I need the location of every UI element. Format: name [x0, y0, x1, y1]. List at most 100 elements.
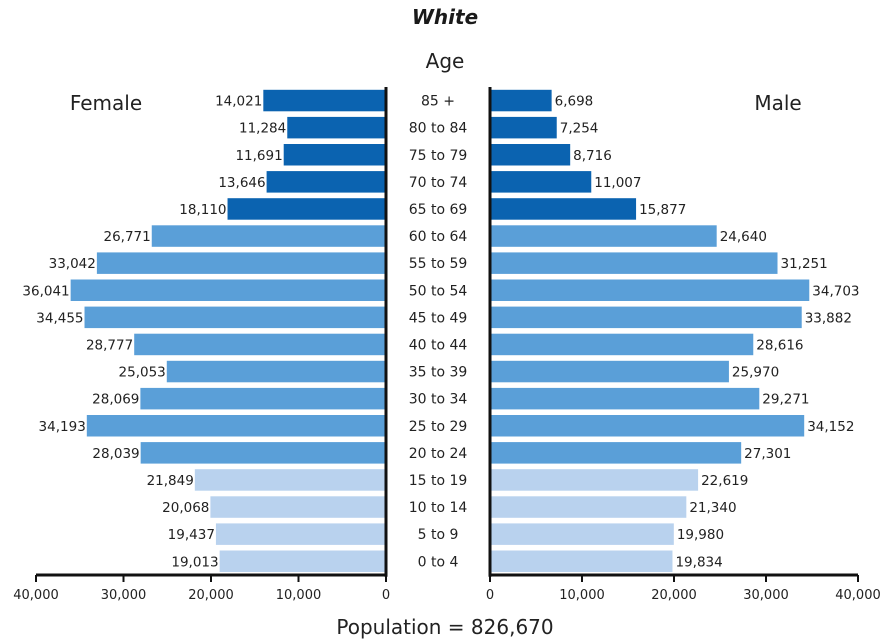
value-label-female-6: 33,042	[49, 256, 96, 272]
bar-female-15	[210, 496, 386, 518]
bar-female-5	[151, 225, 386, 247]
bar-female-17	[219, 550, 386, 572]
bar-female-14	[194, 469, 386, 491]
value-label-female-10: 25,053	[119, 365, 166, 381]
value-label-male-12: 34,152	[807, 419, 854, 435]
female-tick-label-2: 20,000	[188, 588, 234, 603]
age-label-5: 60 to 64	[409, 229, 468, 245]
value-label-female-14: 21,849	[147, 473, 194, 489]
male-tick-label-3: 30,000	[743, 588, 789, 603]
bar-female-12	[86, 415, 386, 437]
value-label-male-3: 11,007	[594, 175, 641, 191]
value-label-female-13: 28,039	[92, 446, 139, 462]
bar-male-17	[490, 550, 673, 572]
value-label-male-15: 21,340	[689, 500, 736, 516]
value-label-female-1: 11,284	[239, 121, 286, 137]
value-label-male-14: 22,619	[701, 473, 748, 489]
value-label-male-13: 27,301	[744, 446, 791, 462]
age-label-12: 25 to 29	[409, 419, 468, 435]
bar-male-9	[490, 333, 754, 356]
bar-male-10	[490, 360, 729, 383]
bar-female-10	[166, 360, 386, 383]
bars-group: 14,021 6,698 85 + 11,284 7,254 80 to 84 11,691…	[22, 89, 860, 572]
value-label-male-16: 19,980	[677, 527, 724, 543]
age-label-10: 35 to 39	[409, 365, 468, 381]
bar-female-3	[266, 171, 386, 193]
bar-female-8	[84, 306, 387, 329]
bar-female-11	[140, 387, 386, 410]
male-tick-label-4: 40,000	[835, 588, 881, 603]
chart-title: White	[412, 5, 478, 29]
value-label-male-10: 25,970	[732, 365, 779, 381]
male-tick-label-0: 0	[486, 588, 494, 603]
age-label-1: 80 to 84	[409, 121, 468, 137]
age-label-7: 50 to 54	[409, 283, 468, 299]
value-label-female-17: 19,013	[171, 554, 218, 570]
age-label-3: 70 to 74	[409, 175, 468, 191]
population-total: Population = 826,670	[336, 615, 553, 639]
value-label-male-1: 7,254	[560, 121, 599, 137]
bar-female-4	[227, 198, 386, 220]
right-heading-male: Male	[754, 91, 801, 115]
bar-male-12	[490, 415, 805, 437]
value-label-male-17: 19,834	[675, 554, 722, 570]
bar-female-0	[263, 89, 386, 112]
bar-male-11	[490, 387, 760, 410]
center-heading-age: Age	[426, 49, 465, 73]
value-label-male-0: 6,698	[555, 94, 594, 110]
value-label-female-3: 13,646	[218, 175, 265, 191]
value-label-male-8: 33,882	[805, 310, 852, 326]
bar-male-13	[490, 442, 742, 464]
value-label-female-5: 26,771	[104, 229, 151, 245]
age-label-11: 30 to 34	[409, 392, 468, 408]
bar-male-2	[490, 144, 571, 166]
age-label-6: 55 to 59	[409, 256, 468, 272]
left-heading-female: Female	[70, 91, 142, 115]
bar-male-15	[490, 496, 687, 518]
bar-female-9	[134, 333, 386, 356]
bar-female-16	[215, 523, 386, 545]
age-label-16: 5 to 9	[418, 527, 459, 543]
age-label-4: 65 to 69	[409, 202, 468, 218]
value-label-male-9: 28,616	[756, 337, 803, 353]
value-label-female-15: 20,068	[162, 500, 209, 516]
bar-female-2	[283, 144, 386, 166]
value-label-female-2: 11,691	[235, 148, 282, 164]
bar-male-7	[490, 279, 810, 301]
value-label-male-6: 31,251	[781, 256, 828, 272]
age-label-9: 40 to 44	[409, 337, 468, 353]
value-label-female-8: 34,455	[36, 310, 83, 326]
age-label-0: 85 +	[421, 94, 455, 110]
bar-male-3	[490, 171, 592, 193]
value-label-male-7: 34,703	[812, 283, 859, 299]
bar-female-7	[70, 279, 387, 301]
value-label-female-12: 34,193	[39, 419, 86, 435]
value-label-female-7: 36,041	[22, 283, 69, 299]
value-label-female-4: 18,110	[179, 202, 226, 218]
value-label-female-11: 28,069	[92, 392, 139, 408]
female-tick-label-0: 40,000	[13, 588, 59, 603]
female-tick-label-1: 30,000	[101, 588, 147, 603]
male-tick-label-2: 20,000	[651, 588, 697, 603]
age-label-15: 10 to 14	[409, 500, 468, 516]
bar-male-16	[490, 523, 674, 545]
bar-male-6	[490, 252, 778, 274]
value-label-male-11: 29,271	[762, 392, 809, 408]
bar-male-0	[490, 89, 552, 112]
age-label-8: 45 to 49	[409, 310, 468, 326]
value-label-male-4: 15,877	[639, 202, 686, 218]
axes-group: 0 0 10,000 10,000 20,000 20,000 30,000 30,000 40…	[13, 87, 881, 603]
age-label-2: 75 to 79	[409, 148, 468, 164]
male-tick-label-1: 10,000	[559, 588, 605, 603]
age-label-17: 0 to 4	[418, 554, 459, 570]
value-label-female-9: 28,777	[86, 337, 133, 353]
bar-female-13	[140, 442, 386, 464]
age-label-14: 15 to 19	[409, 473, 468, 489]
age-label-13: 20 to 24	[409, 446, 468, 462]
bar-male-8	[490, 306, 802, 329]
bar-male-5	[490, 225, 717, 247]
value-label-female-16: 19,437	[168, 527, 215, 543]
bar-male-1	[490, 116, 557, 139]
bar-male-14	[490, 469, 699, 491]
